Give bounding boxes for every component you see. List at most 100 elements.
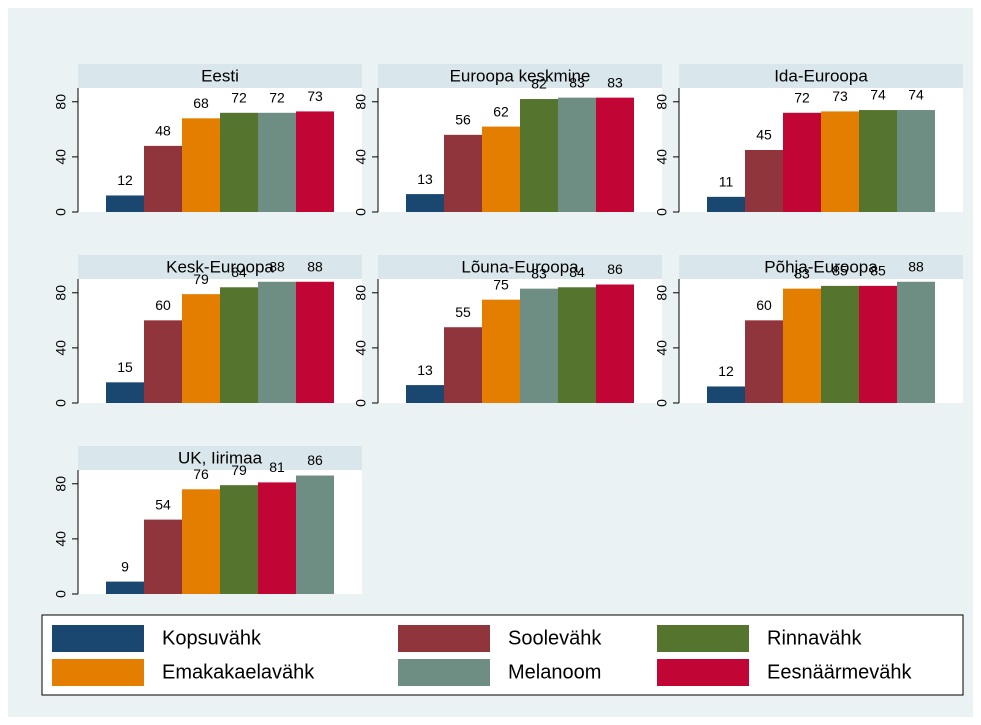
y-tick-label: 40 <box>53 340 69 356</box>
value-label: 85 <box>832 263 848 279</box>
value-label: 88 <box>908 258 924 274</box>
panel-title-box <box>679 255 963 279</box>
value-label: 12 <box>718 363 734 379</box>
value-label: 72 <box>231 90 247 106</box>
y-tick-label: 80 <box>654 285 670 301</box>
panel-title-box <box>378 255 662 279</box>
bar <box>406 385 444 403</box>
y-tick-label: 80 <box>53 94 69 110</box>
bar <box>220 112 258 212</box>
y-tick-label: 40 <box>353 340 369 356</box>
bar <box>745 150 783 212</box>
bar <box>144 519 182 594</box>
panel-title: Kesk-Euroopa <box>166 257 274 276</box>
panel-title-box <box>679 64 963 88</box>
bar <box>106 581 144 594</box>
panel-title: Euroopa keskmine <box>450 66 591 85</box>
value-label: 84 <box>569 264 585 280</box>
bar <box>596 284 634 403</box>
bar <box>859 285 897 403</box>
value-label: 62 <box>493 103 509 119</box>
legend-swatch <box>52 659 144 686</box>
bar <box>444 327 482 403</box>
value-label: 55 <box>455 304 471 320</box>
legend-label: Kopsuvähk <box>162 627 262 649</box>
panel-title: Ida-Euroopa <box>774 66 868 85</box>
value-label: 76 <box>193 466 209 482</box>
y-tick-label: 40 <box>353 149 369 165</box>
bar <box>444 134 482 212</box>
value-label: 72 <box>794 90 810 106</box>
value-label: 85 <box>870 263 886 279</box>
y-tick-label: 40 <box>53 149 69 165</box>
y-tick-label: 40 <box>654 340 670 356</box>
y-tick-label: 40 <box>53 531 69 547</box>
value-label: 75 <box>493 276 509 292</box>
bar <box>821 111 859 212</box>
value-label: 86 <box>307 452 323 468</box>
y-tick-label: 40 <box>654 149 670 165</box>
value-label: 83 <box>794 265 810 281</box>
value-label: 88 <box>307 258 323 274</box>
y-tick-label: 0 <box>654 208 670 216</box>
bar <box>220 287 258 403</box>
bar <box>220 485 258 594</box>
y-tick-label: 0 <box>53 208 69 216</box>
y-tick-label: 80 <box>353 94 369 110</box>
y-tick-label: 0 <box>353 208 369 216</box>
value-label: 45 <box>756 127 772 143</box>
value-label: 68 <box>193 95 209 111</box>
value-label: 13 <box>417 362 433 378</box>
value-label: 74 <box>908 87 924 103</box>
bar <box>897 110 935 212</box>
y-tick-label: 80 <box>53 476 69 492</box>
bar <box>520 288 558 403</box>
value-label: 12 <box>117 172 133 188</box>
bar <box>783 112 821 212</box>
legend-swatch <box>657 659 749 686</box>
legend-swatch <box>398 659 490 686</box>
value-label: 73 <box>307 88 323 104</box>
bar <box>745 320 783 403</box>
value-label: 48 <box>155 123 171 139</box>
legend-label: Rinnavähk <box>767 627 863 649</box>
bar <box>859 110 897 212</box>
bar <box>106 195 144 212</box>
bar <box>182 294 220 403</box>
value-label: 79 <box>193 271 209 287</box>
y-tick-label: 0 <box>53 399 69 407</box>
panel-title: Põhja-Euroopa <box>764 257 878 276</box>
bar <box>482 299 520 403</box>
panel-title: UK, Iirimaa <box>178 448 263 467</box>
value-label: 54 <box>155 496 171 512</box>
bar <box>558 97 596 212</box>
value-label: 56 <box>455 112 471 128</box>
legend-box <box>41 614 964 696</box>
bar <box>296 111 334 212</box>
legend-label: Soolevähk <box>508 627 602 649</box>
value-label: 84 <box>231 264 247 280</box>
panel-title-box <box>78 64 362 88</box>
bar <box>106 382 144 403</box>
value-label: 74 <box>870 87 886 103</box>
y-tick-label: 80 <box>353 285 369 301</box>
value-label: 9 <box>121 558 129 574</box>
value-label: 82 <box>531 76 547 92</box>
value-label: 81 <box>269 459 285 475</box>
value-label: 88 <box>269 258 285 274</box>
bar <box>821 285 859 403</box>
y-tick-label: 0 <box>654 399 670 407</box>
panel-title-box <box>78 446 362 470</box>
bar <box>482 126 520 212</box>
bar <box>406 194 444 212</box>
legend-swatch <box>657 625 749 652</box>
value-label: 83 <box>607 74 623 90</box>
value-label: 11 <box>719 174 734 190</box>
bar <box>520 99 558 212</box>
bar <box>144 145 182 212</box>
bar <box>258 281 296 403</box>
bar <box>296 475 334 594</box>
bar <box>258 482 296 594</box>
value-label: 60 <box>756 297 772 313</box>
